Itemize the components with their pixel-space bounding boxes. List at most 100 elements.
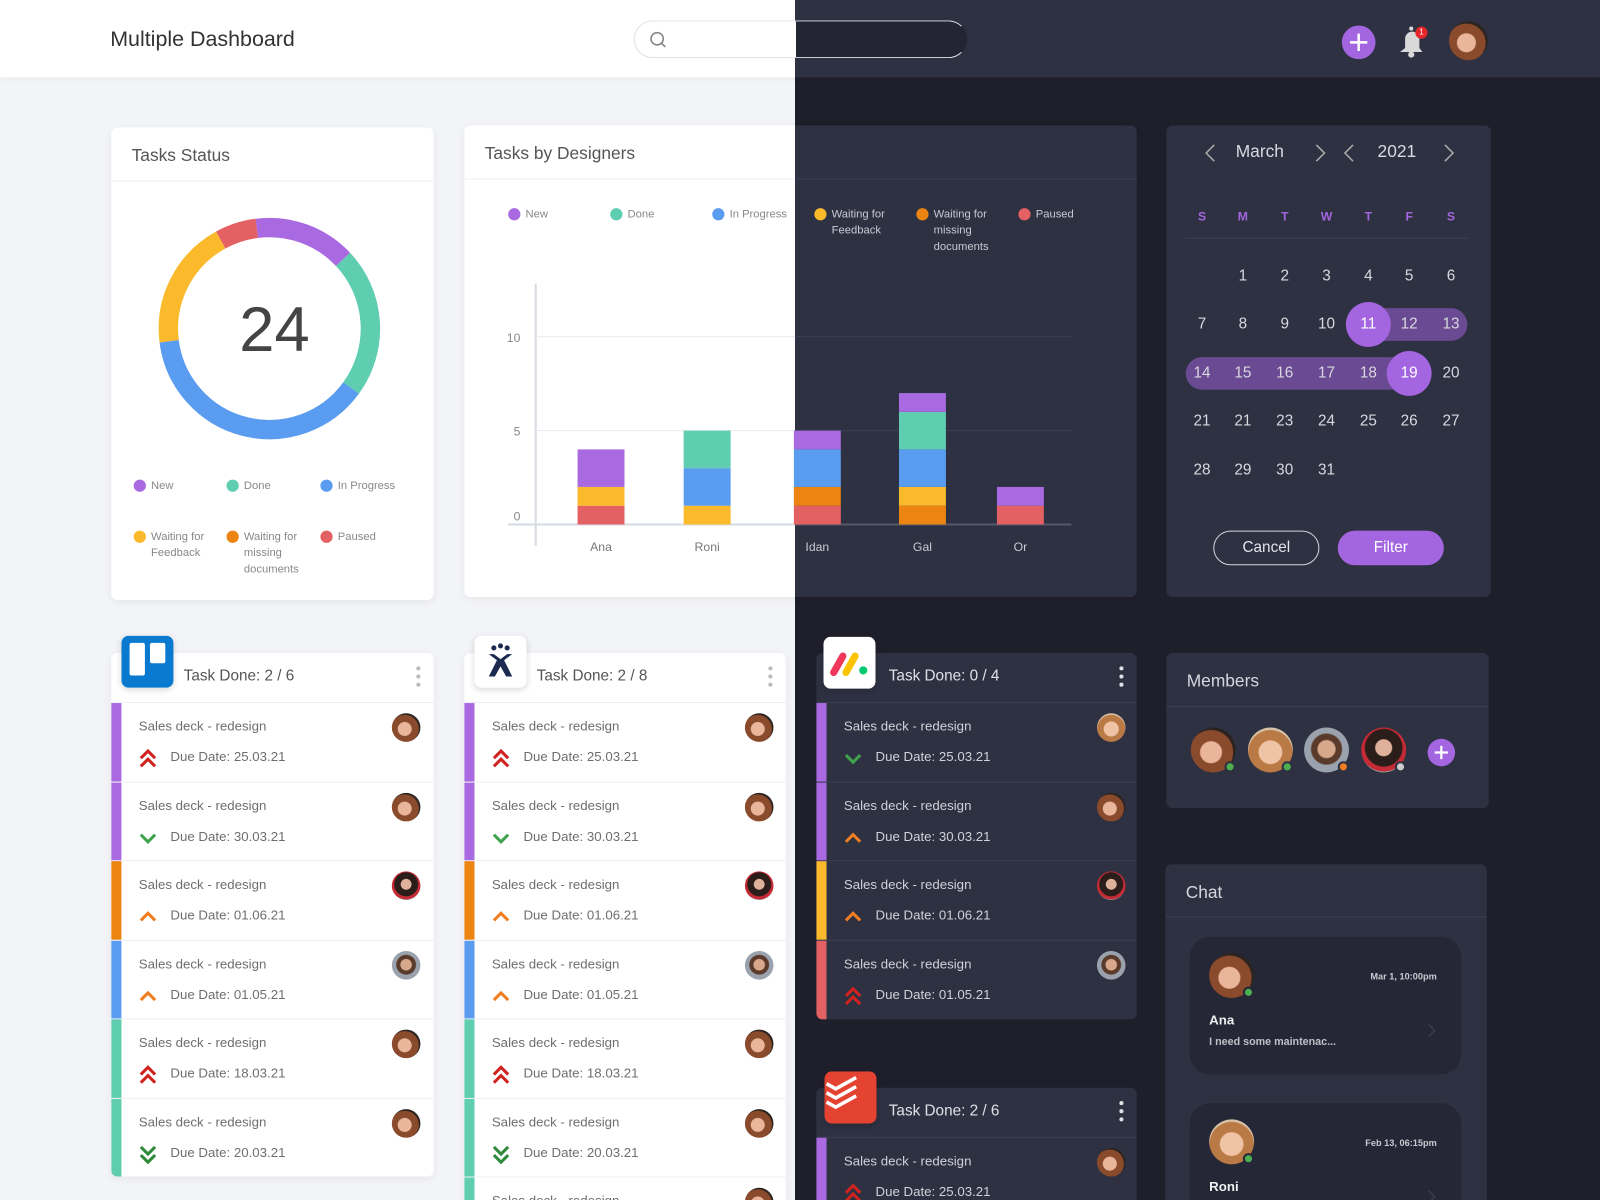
more-options-button[interactable] xyxy=(767,666,773,688)
calendar-day[interactable]: 13 xyxy=(1442,315,1460,333)
bar-roni-in-progress xyxy=(683,468,731,506)
more-options-button[interactable] xyxy=(415,666,421,688)
calendar-day[interactable]: 31 xyxy=(1318,461,1336,479)
more-options-button[interactable] xyxy=(1118,1101,1124,1123)
calendar-day[interactable]: 21 xyxy=(1193,412,1211,430)
stacked-bar-chart: 0 5 10 Ana Roni Idan Gal Or xyxy=(507,283,1072,554)
task-row[interactable]: Sales deck - redesign Due Date: 30.03.21 xyxy=(816,781,1137,861)
calendar-day[interactable]: 25 xyxy=(1359,412,1377,430)
task-row[interactable]: Sales deck - redesign Due Date: 25.03.21 xyxy=(464,702,786,782)
task-row[interactable]: Sales deck - redesign Due Date: 01.06.21 xyxy=(464,860,786,940)
prev-month-button[interactable] xyxy=(1201,143,1221,163)
more-options-button[interactable] xyxy=(1118,666,1124,688)
calendar-day[interactable]: 12 xyxy=(1400,315,1418,333)
next-year-button[interactable] xyxy=(1438,143,1458,163)
calendar-day[interactable]: 11 xyxy=(1345,302,1391,347)
legend-dot xyxy=(610,208,623,221)
monday-logo-icon xyxy=(823,636,876,689)
calendar-day[interactable]: 5 xyxy=(1404,267,1414,285)
assignee-avatar xyxy=(391,950,421,980)
calendar-day[interactable]: 2 xyxy=(1280,267,1289,285)
task-row[interactable]: Sales deck - redesign Due Date: 01.06.21 xyxy=(111,860,434,940)
task-row[interactable]: Sales deck - redesign Due Date: 18.03.21 xyxy=(464,1018,786,1098)
due-date: Due Date: 01.05.21 xyxy=(875,986,991,1002)
task-row[interactable]: Sales deck - redesign Due Date: 20.03.21 xyxy=(464,1097,786,1178)
assignee-avatar xyxy=(1096,871,1126,901)
chat-time: Mar 1, 10:00pm xyxy=(1370,971,1437,982)
task-row[interactable]: Sales deck - redesign Due Date: 25.03.21 xyxy=(816,1136,1137,1200)
search-bar[interactable] xyxy=(633,20,968,59)
calendar-day[interactable]: 17 xyxy=(1318,364,1336,382)
calendar-day[interactable]: 23 xyxy=(1276,412,1294,430)
kebab-dot xyxy=(416,682,421,687)
calendar-day[interactable]: 18 xyxy=(1359,364,1377,382)
legend-item-done: Done xyxy=(226,478,319,494)
calendar-day[interactable]: 4 xyxy=(1364,267,1373,285)
status-color-bar xyxy=(816,703,827,782)
task-title: Sales deck - redesign xyxy=(491,718,620,734)
next-month-button[interactable] xyxy=(1309,143,1329,163)
calendar-day[interactable]: 27 xyxy=(1442,412,1460,430)
calendar-day[interactable]: 8 xyxy=(1238,315,1248,333)
task-title: Sales deck - redesign xyxy=(138,718,267,734)
kebab-dot xyxy=(1119,1101,1124,1106)
calendar-day[interactable]: 24 xyxy=(1318,412,1336,430)
assignee-avatar xyxy=(744,792,774,821)
calendar-day[interactable]: 28 xyxy=(1193,461,1211,479)
donut-segment-in-progress xyxy=(159,339,359,440)
calendar-day[interactable]: 30 xyxy=(1276,461,1294,479)
calendar-day[interactable]: 9 xyxy=(1280,315,1289,333)
calendar-day[interactable]: 21 xyxy=(1234,412,1252,430)
calendar-day[interactable]: 19 xyxy=(1386,351,1432,396)
task-row[interactable]: Sales deck - redesign Due Date: 01.05.21 xyxy=(111,939,434,1019)
user-avatar[interactable] xyxy=(1448,21,1488,61)
calendar-day[interactable]: 1 xyxy=(1238,267,1248,285)
task-row[interactable]: Sales deck - redesign Due Date: 01.05.21 xyxy=(816,939,1137,1019)
priority-low-icon xyxy=(139,833,157,844)
task-row[interactable]: Sales deck - redesign Due Date: 25.03.21 xyxy=(111,702,434,782)
calendar-day[interactable]: 20 xyxy=(1442,364,1460,382)
add-button[interactable] xyxy=(1341,25,1376,60)
weekday-label: T xyxy=(1364,209,1373,224)
prev-year-button[interactable] xyxy=(1340,143,1360,163)
task-row[interactable]: Sales deck - redesign Due Date: 01.05.21 xyxy=(464,939,786,1019)
status-color-bar xyxy=(464,703,475,782)
task-row[interactable]: Sales deck - redesign Due Date: 30.03.21 xyxy=(464,781,786,861)
calendar-day[interactable]: 14 xyxy=(1193,364,1211,382)
weekday-label: W xyxy=(1320,209,1333,224)
calendar-day[interactable]: 10 xyxy=(1318,315,1336,333)
board-body: Task Done: 0 / 4 Sales deck - redesign Due… xyxy=(816,653,1137,1019)
filter-button[interactable]: Filter xyxy=(1337,530,1444,566)
add-member-button[interactable] xyxy=(1427,738,1456,767)
search-input[interactable] xyxy=(675,27,952,53)
calendar-day[interactable]: 15 xyxy=(1234,364,1252,382)
chat-message[interactable]: Feb 13, 06:15pm Roni xyxy=(1189,1103,1462,1200)
calendar-day[interactable]: 26 xyxy=(1400,412,1418,430)
task-row[interactable]: Sales deck - redesign Due Date: 01.06.21 xyxy=(816,860,1137,940)
legend-label: Paused xyxy=(337,530,376,543)
task-row[interactable]: Sales deck - redesign Due Date: 20.03.21 xyxy=(111,1097,434,1177)
task-row[interactable]: Sales deck - redesign Due Date: 25.03.21 xyxy=(816,702,1137,782)
legend-item-in-progress: In Progress xyxy=(712,206,804,222)
bar-idan-waiting-for-missing-documents xyxy=(793,486,841,506)
assignee-avatar xyxy=(391,1029,421,1059)
calendar-day[interactable]: 7 xyxy=(1197,315,1207,333)
online-indicator xyxy=(1242,1153,1255,1165)
kebab-dot xyxy=(1119,1109,1124,1114)
weekday-label: S xyxy=(1197,209,1207,224)
notifications-button[interactable]: 1 xyxy=(1395,23,1430,60)
bar-roni-done xyxy=(683,430,731,469)
calendar-day[interactable]: 3 xyxy=(1322,267,1331,285)
task-row[interactable]: Sales deck - redesign xyxy=(464,1176,786,1200)
bar-gal-new xyxy=(898,393,946,412)
task-row[interactable]: Sales deck - redesign Due Date: 30.03.21 xyxy=(111,781,434,861)
task-title: Sales deck - redesign xyxy=(138,1113,267,1130)
calendar-day[interactable]: 6 xyxy=(1446,267,1456,285)
task-row[interactable]: Sales deck - redesign Due Date: 18.03.21 xyxy=(111,1018,434,1098)
cancel-button[interactable]: Cancel xyxy=(1213,530,1320,566)
calendar-day[interactable]: 29 xyxy=(1234,461,1252,479)
status-color-bar xyxy=(464,940,475,1019)
chat-message[interactable]: Mar 1, 10:00pm Ana I need some maintenac..… xyxy=(1189,936,1462,1075)
bar-ana-waiting-for-feedback xyxy=(577,486,625,506)
calendar-day[interactable]: 16 xyxy=(1276,364,1294,382)
